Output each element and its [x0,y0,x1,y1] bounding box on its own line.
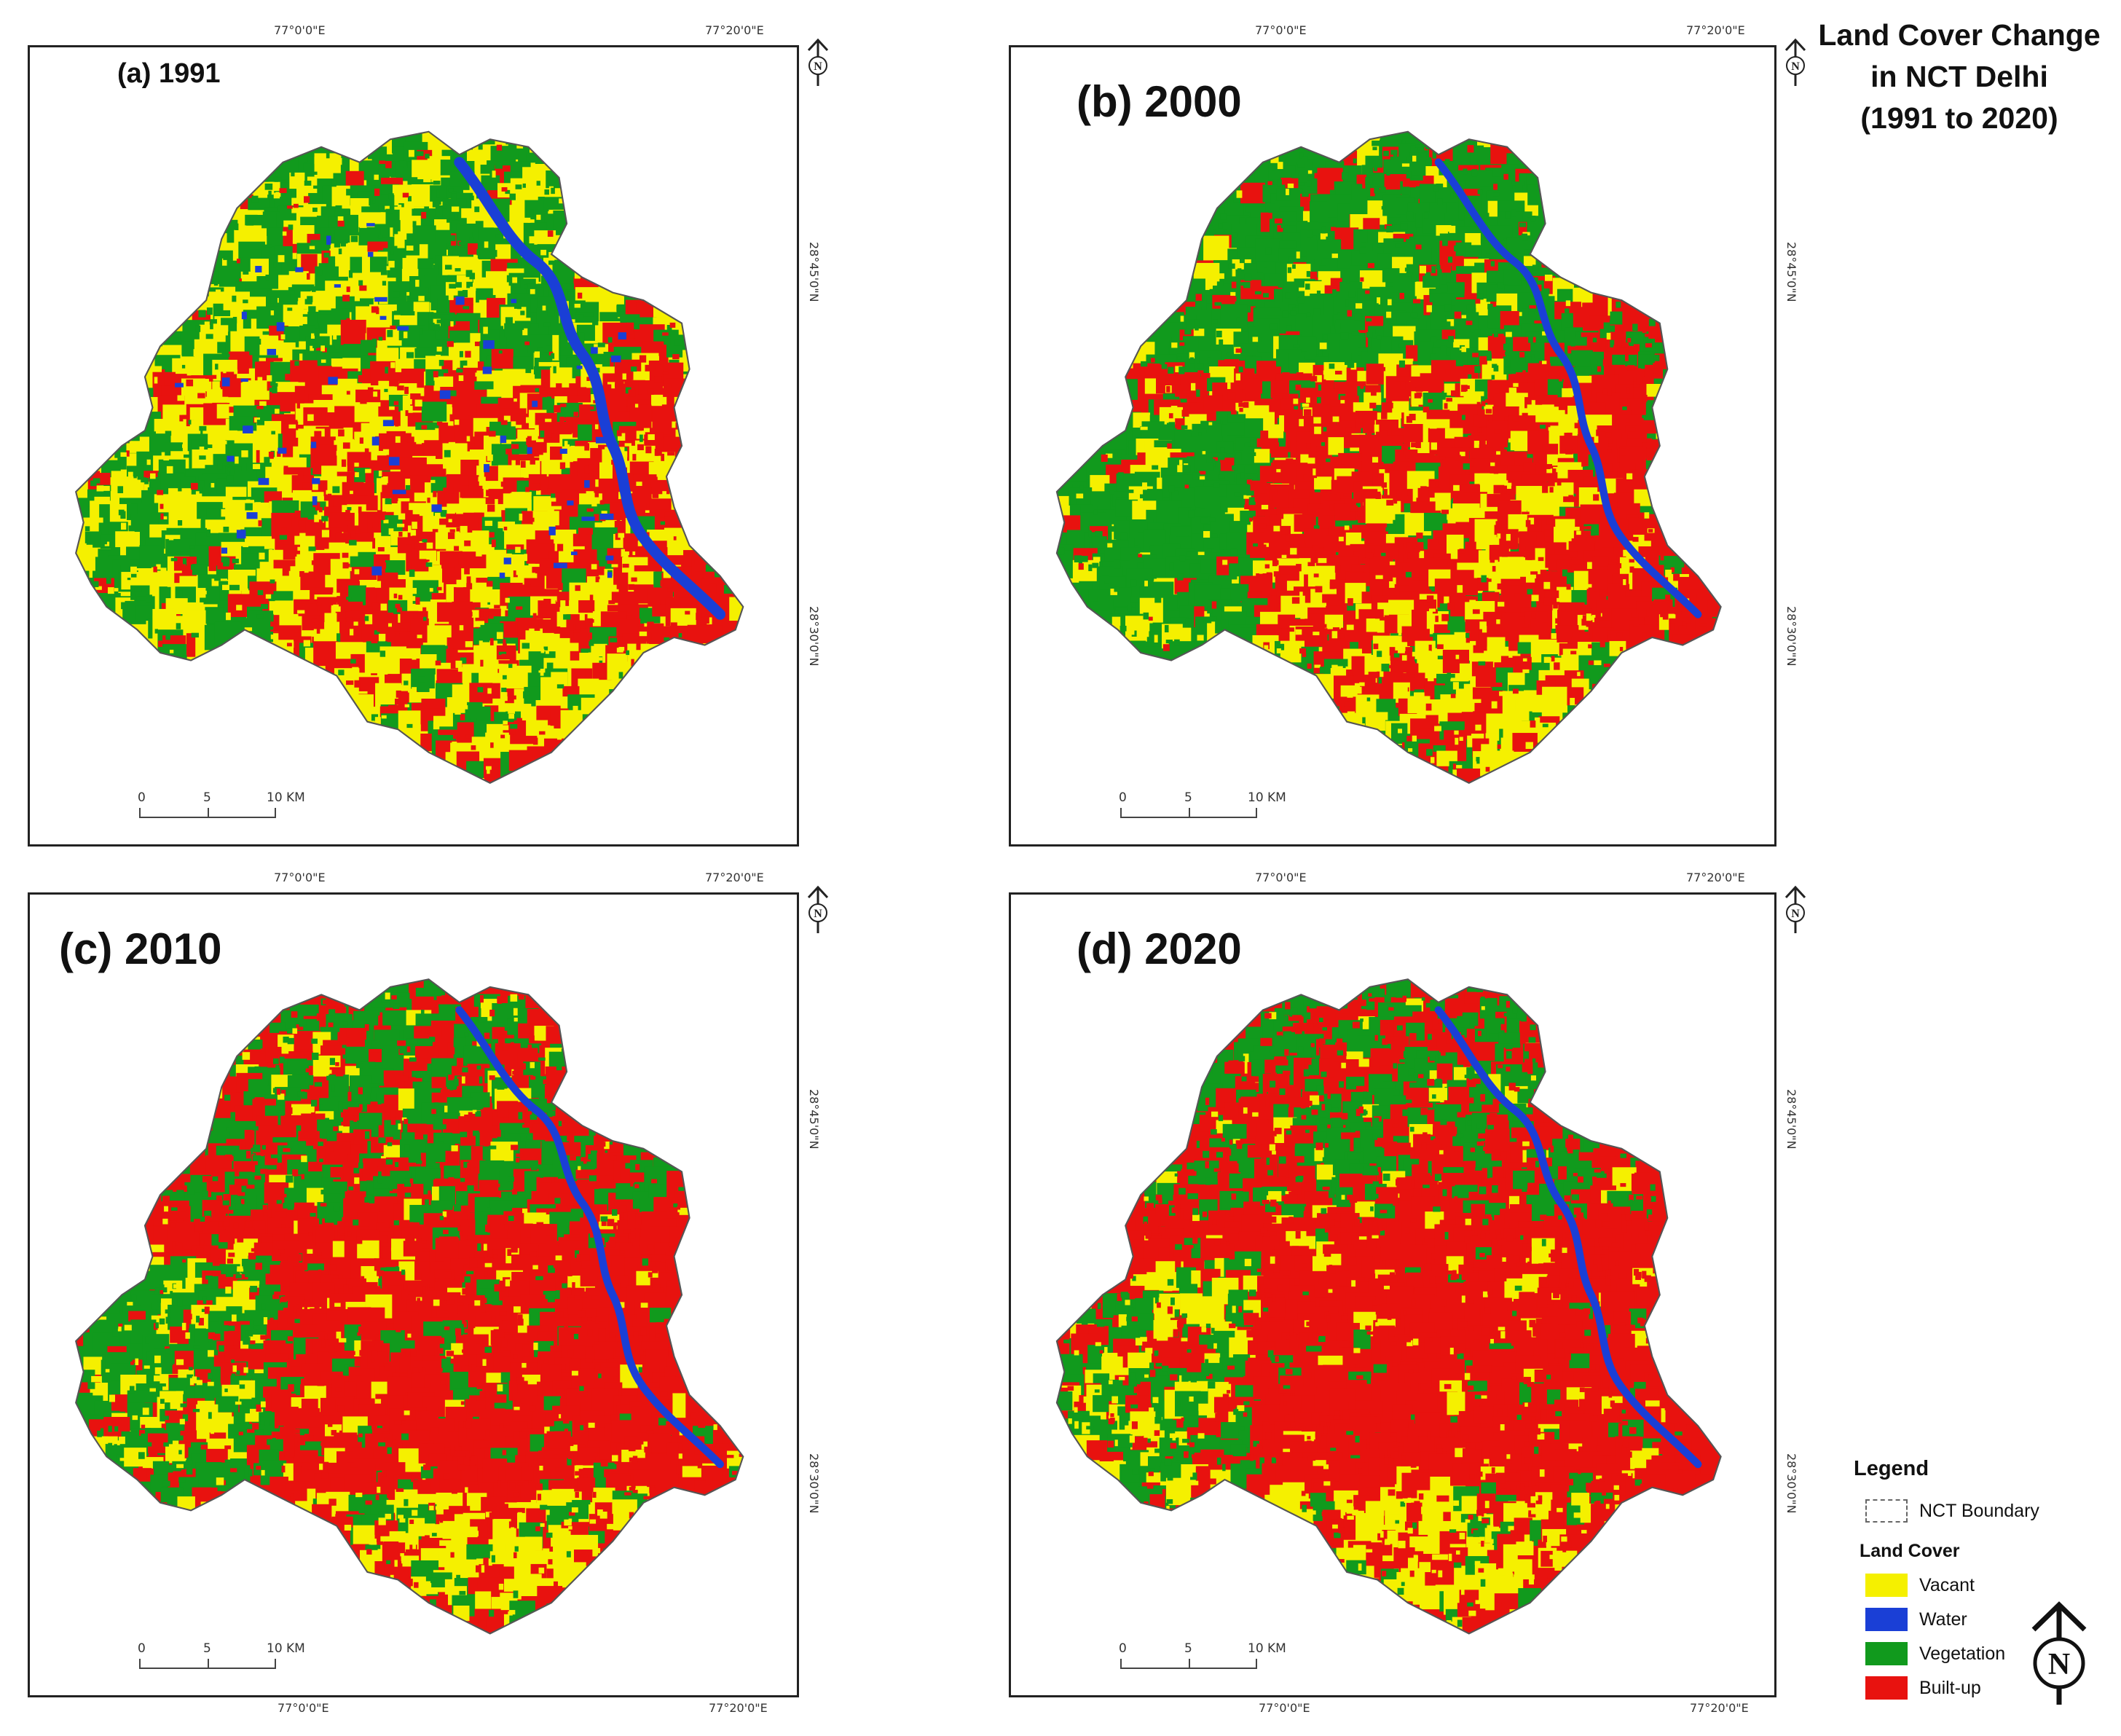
nct-boundary [75,978,744,1635]
top-longitude-label: 77°20'0"E [1686,871,1745,884]
top-longitude-label: 77°0'0"E [1255,23,1307,37]
legend-swatch [1865,1642,1908,1665]
legend-boundary-label: NCT Boundary [1919,1501,2039,1521]
side-latitude-label: 28°30'0"N [1784,1453,1798,1514]
side-latitude-label: 28°30'0"N [807,606,821,667]
north-letter: N [814,60,822,73]
land-cover-raster [1056,979,1721,1634]
legend-swatch [1865,1676,1908,1700]
land-cover-raster [76,131,744,783]
yamuna-river [1434,158,1702,618]
boundary-swatch [1865,1499,1908,1523]
scale-tick-label: 10 KM [1248,790,1286,805]
top-longitude-label: 77°0'0"E [274,871,326,884]
side-latitude-label: 28°30'0"N [807,1453,821,1514]
panel-label: (a) 1991 [117,58,221,89]
nct-boundary [1055,978,1722,1635]
north-letter: N [1791,908,1800,920]
side-latitude-label: 28°45'0"N [1784,1089,1798,1150]
legend: Legend NCT Boundary Land Cover Vacant Wat… [1854,1457,2039,1719]
land-cover-raster [76,979,744,1634]
map-panel-2010: (c) 2010 0 5 10 KM [28,892,799,1697]
map-panel-2020: (d) 2020 0 5 10 KM [1009,892,1776,1697]
map-panel-2000: (b) 2000 0 5 10 KM [1009,45,1776,847]
legend-item-label: Vacant [1919,1575,1975,1595]
legend-swatch [1865,1608,1908,1631]
scale-tick-label: 0 [1119,1641,1127,1656]
legend-item-label: Vegetation [1919,1643,2006,1664]
title-line-2: in NCT Delhi [1870,60,2048,93]
title-line-3: (1991 to 2020) [1860,101,2058,135]
yamuna-river [454,157,726,620]
top-longitude-label: 77°20'0"E [705,23,764,37]
north-arrow-icon: N [807,38,829,86]
scale-tick-label: 10 KM [1248,1641,1286,1656]
bottom-longitude-label: 77°20'0"E [1690,1701,1749,1715]
north-arrow-icon: N [807,885,829,933]
scale-tick-label: 0 [138,1641,146,1656]
legend-title: Legend [1854,1457,1929,1480]
scale-tick-label: 5 [1184,790,1192,805]
nct-boundary [1055,130,1722,785]
scale-tick-label: 0 [1119,790,1127,805]
scale-tick-label: 10 KM [267,1641,305,1656]
yamuna-river [1434,1006,1702,1469]
side-latitude-label: 28°45'0"N [807,1089,821,1150]
panel-label: (b) 2000 [1077,77,1242,126]
north-arrow-icon: N [2031,1601,2087,1705]
title-line-1: Land Cover Change [1818,18,2101,52]
panel-label: (c) 2010 [59,924,222,973]
main-title: Land Cover Change in NCT Delhi (1991 to … [1806,15,2112,139]
yamuna-river [455,1006,724,1469]
map-panel-1991: (a) 1991 0 5 10 KM [28,45,799,847]
legend-landcover-title: Land Cover [1860,1541,1960,1561]
scale-tick-label: 5 [203,1641,211,1656]
north-letter: N [814,908,822,920]
scale-tick-label: 10 KM [267,790,305,805]
top-longitude-label: 77°0'0"E [1255,871,1307,884]
land-cover-map [1055,978,1722,1635]
north-letter: N [2048,1648,2070,1681]
land-cover-map [75,978,744,1635]
land-cover-map [1055,130,1722,785]
side-latitude-label: 28°30'0"N [1784,606,1798,667]
scale-tick-label: 5 [203,790,211,805]
top-longitude-label: 77°20'0"E [705,871,764,884]
panel-label: (d) 2020 [1077,924,1242,973]
side-latitude-label: 28°45'0"N [1784,242,1798,302]
legend-item-label: Built-up [1919,1678,1981,1698]
north-arrow-icon: N [1784,38,1806,86]
legend-item-label: Water [1919,1609,1967,1630]
land-cover-map [75,130,744,785]
bottom-longitude-label: 77°0'0"E [278,1701,329,1715]
bottom-longitude-label: 77°20'0"E [709,1701,768,1715]
legend-swatch [1865,1574,1908,1597]
top-longitude-label: 77°20'0"E [1686,23,1745,37]
scale-tick-label: 0 [138,790,146,805]
scale-tick-label: 5 [1184,1641,1192,1656]
north-arrow-icon: N [1784,885,1806,933]
top-longitude-label: 77°0'0"E [274,23,326,37]
side-latitude-label: 28°45'0"N [807,242,821,302]
land-cover-raster [1056,131,1721,783]
north-letter: N [1791,60,1800,73]
bottom-longitude-label: 77°0'0"E [1259,1701,1310,1715]
nct-boundary [75,130,744,785]
